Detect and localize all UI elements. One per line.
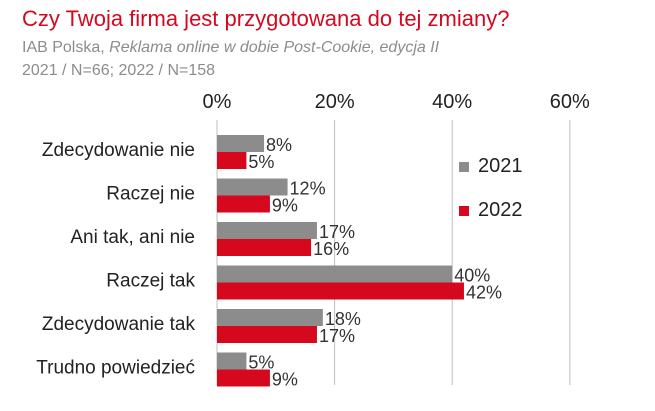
source-org: IAB Polska, <box>22 39 105 56</box>
bar-2021-raczej-nie <box>217 178 288 196</box>
sample-size: 2021 / N=66; 2022 / N=158 <box>22 62 216 79</box>
category-label-trudno-powiedzie: Trudno powiedzieć <box>36 358 195 379</box>
value-label-2022-ani-tak-ani-nie: 16% <box>313 239 349 259</box>
legend-label-2022: 2022 <box>478 199 523 221</box>
bar-2022-trudno-powiedzie <box>217 369 270 387</box>
value-label-2022-raczej-tak: 42% <box>466 283 502 303</box>
value-label-2022-raczej-nie: 9% <box>272 196 298 216</box>
legend-label-2021: 2021 <box>478 155 523 177</box>
bar-2021-trudno-powiedzie <box>217 352 247 370</box>
value-label-2021-raczej-tak: 40% <box>454 266 490 286</box>
value-label-2021-raczej-nie: 12% <box>290 179 326 199</box>
value-label-2021-zdecydowanie-nie: 8% <box>266 135 292 155</box>
bar-2021-zdecydowanie-tak <box>217 309 323 326</box>
category-label-zdecydowanie-tak: Zdecydowanie tak <box>42 314 196 335</box>
legend-swatch-2022 <box>459 206 469 216</box>
value-label-2022-zdecydowanie-nie: 5% <box>248 152 274 172</box>
bar-2022-zdecydowanie-tak <box>217 326 317 343</box>
value-label-2022-zdecydowanie-tak: 17% <box>319 326 355 346</box>
bar-2022-raczej-tak <box>217 282 464 300</box>
chart-source: IAB Polska, Reklama online w dobie Post-… <box>22 39 439 57</box>
category-label-ani-tak-ani-nie: Ani tak, ani nie <box>70 227 195 248</box>
chart-title: Czy Twoja firma jest przygotowana do tej… <box>22 6 510 31</box>
category-label-raczej-tak: Raczej tak <box>106 271 195 292</box>
value-label-2021-trudno-powiedzie: 5% <box>248 353 274 373</box>
category-label-zdecydowanie-nie: Zdecydowanie nie <box>42 140 195 161</box>
bar-2021-ani-tak-ani-nie <box>217 222 317 239</box>
value-label-2021-zdecydowanie-tak: 18% <box>325 309 361 329</box>
category-label-raczej-nie: Raczej nie <box>106 184 195 205</box>
x-tick-label-40: 40% <box>432 91 472 113</box>
bar-2022-ani-tak-ani-nie <box>217 239 312 256</box>
x-tick-label-0: 0% <box>203 91 232 113</box>
value-label-2022-trudno-powiedzie: 9% <box>272 370 298 390</box>
x-tick-label-60: 60% <box>550 91 590 113</box>
bar-2021-zdecydowanie-nie <box>217 135 265 152</box>
bar-2021-raczej-tak <box>217 265 453 283</box>
bar-2022-raczej-nie <box>217 195 270 213</box>
source-report: Reklama online w dobie Post-Cookie, edyc… <box>109 39 440 56</box>
value-label-2021-ani-tak-ani-nie: 17% <box>319 222 355 242</box>
x-tick-label-20: 20% <box>315 91 355 113</box>
legend-swatch-2021 <box>459 162 469 172</box>
bar-2022-zdecydowanie-nie <box>217 152 247 169</box>
